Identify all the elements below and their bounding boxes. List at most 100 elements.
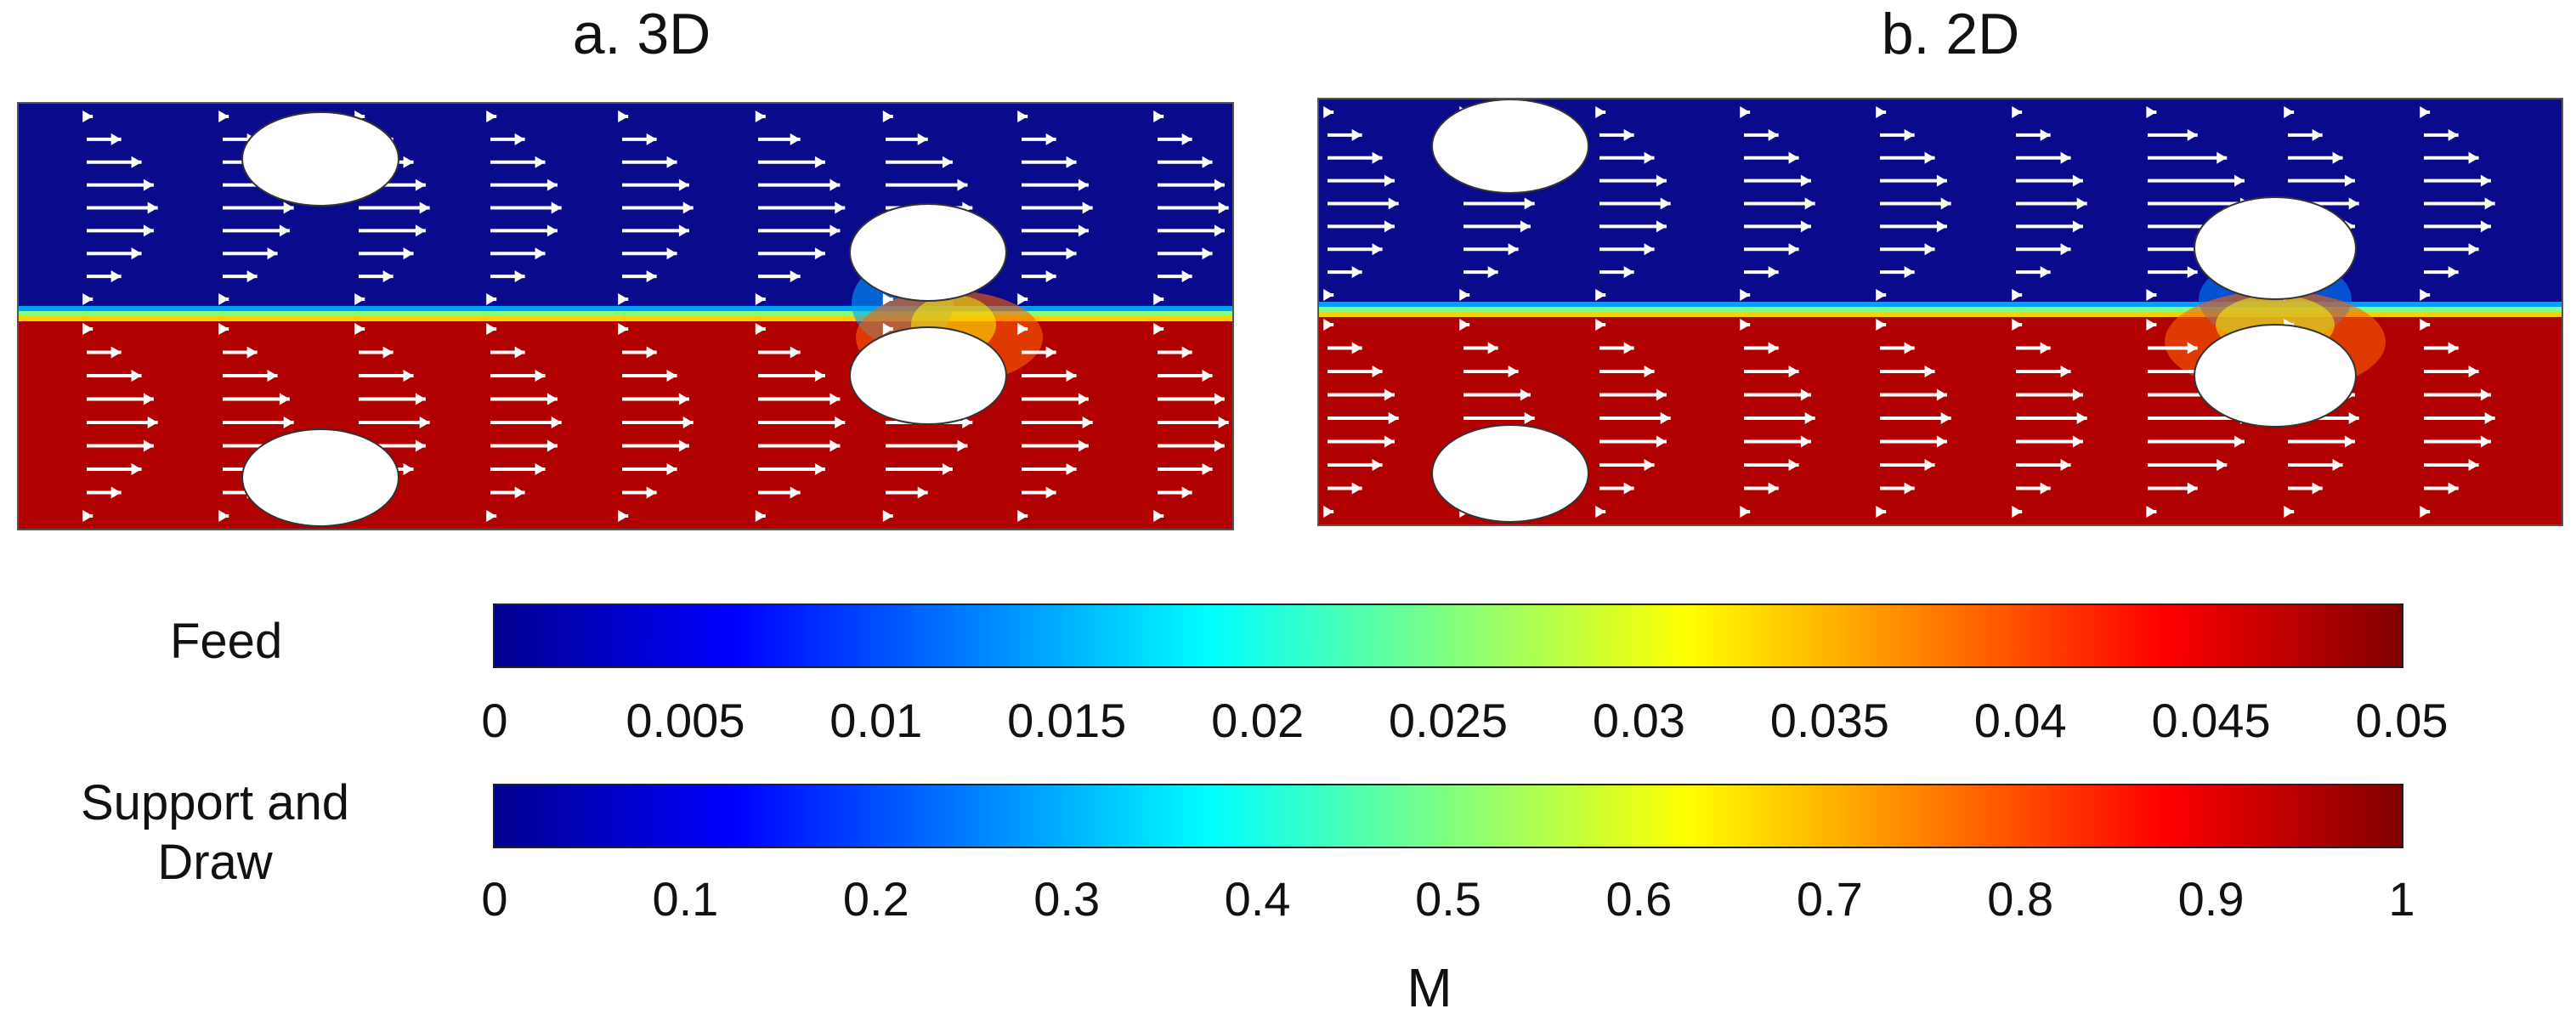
velocity-arrow-head <box>790 133 801 145</box>
velocity-arrow-head <box>1800 220 1811 233</box>
velocity-arrow-head <box>1656 220 1667 233</box>
velocity-arrow-head <box>403 156 414 168</box>
velocity-arrow-head <box>2072 435 2083 448</box>
velocity-arrow-head <box>2284 106 2295 118</box>
velocity-arrow-head <box>131 463 142 475</box>
velocity-arrow-head <box>2012 506 2023 518</box>
velocity-arrow-head <box>2012 106 2023 118</box>
velocity-arrow-head <box>147 416 158 428</box>
velocity-arrow-head <box>1487 266 1498 279</box>
velocity-arrow-head <box>682 416 694 428</box>
velocity-arrow-head <box>1656 174 1667 187</box>
velocity-arrow-head <box>1045 270 1056 283</box>
velocity-arrow-head <box>682 201 694 214</box>
velocity-arrow-head <box>535 370 546 382</box>
velocity-arrow-head <box>1644 459 1655 471</box>
velocity-arrow-head <box>415 224 426 237</box>
velocity-arrow-head <box>814 463 825 475</box>
velocity-arrow-head <box>283 416 294 428</box>
spacer-filament <box>849 326 1007 425</box>
velocity-arrow-head <box>1078 224 1089 237</box>
velocity-arrow-head <box>2060 366 2071 377</box>
spacer-filament <box>241 428 399 527</box>
velocity-arrow-head <box>882 510 893 522</box>
velocity-arrow-head <box>917 486 928 499</box>
velocity-arrow-head <box>957 439 968 452</box>
velocity-arrow-head <box>382 346 393 359</box>
velocity-arrow-head <box>2484 197 2495 210</box>
velocity-arrow-head <box>1202 463 1213 475</box>
colorbar-tick-label: 0.05 <box>2355 694 2449 747</box>
velocity-arrow-head <box>1788 151 1799 164</box>
velocity-arrow-head <box>829 439 841 452</box>
velocity-arrow-head <box>1384 220 1395 233</box>
velocity-arrow-head <box>82 110 93 122</box>
velocity-arrow-head <box>218 110 229 122</box>
velocity-arrow-head <box>110 486 122 499</box>
velocity-arrow-head <box>1078 393 1089 405</box>
velocity-arrow-head <box>143 224 154 237</box>
velocity-arrow-head <box>1876 106 1887 118</box>
velocity-arrow-head <box>131 156 142 168</box>
velocity-arrow-head <box>486 110 497 122</box>
velocity-arrow-head <box>1017 110 1028 122</box>
velocity-arrow-head <box>2233 435 2245 448</box>
velocity-arrow-head <box>415 178 426 191</box>
velocity-arrow-head <box>1384 435 1395 448</box>
velocity-arrow-head <box>415 393 426 405</box>
velocity-arrow-head <box>957 178 968 191</box>
colorbar-tick-label: 0.6 <box>1605 872 1673 926</box>
velocity-arrow-head <box>382 270 393 283</box>
velocity-arrow-head <box>814 370 825 382</box>
colorbar-tick-label: 0 <box>481 872 508 926</box>
velocity-arrow-head <box>546 178 558 191</box>
velocity-arrow-head <box>143 393 154 405</box>
colorbar-tick-label: 0.5 <box>1415 872 1481 926</box>
velocity-arrow-head <box>1351 266 1362 279</box>
unit-label: M <box>1407 957 1452 1018</box>
velocity-arrow-head <box>1153 510 1164 522</box>
velocity-arrow-head <box>646 486 657 499</box>
velocity-arrow-head <box>283 201 294 214</box>
velocity-arrow-head <box>131 370 142 382</box>
velocity-arrow-head <box>1904 342 1915 354</box>
velocity-arrow-head <box>755 510 766 522</box>
velocity-arrow-head <box>1459 289 1470 301</box>
velocity-arrow-head <box>1078 439 1089 452</box>
velocity-arrow-head <box>882 323 893 335</box>
velocity-arrow-head <box>2187 482 2198 495</box>
velocity-arrow-head <box>1045 133 1056 145</box>
velocity-arrow-head <box>486 293 497 305</box>
velocity-arrow-head <box>354 323 365 335</box>
spacer-filament <box>849 203 1007 302</box>
velocity-arrow-head <box>1904 266 1915 279</box>
velocity-arrow-head <box>666 247 677 260</box>
velocity-arrow-head <box>2072 388 2083 401</box>
velocity-arrow-head <box>1487 342 1498 354</box>
velocity-arrow-head <box>1740 289 1751 301</box>
velocity-arrow-head <box>514 133 525 145</box>
velocity-arrow-head <box>2468 151 2479 164</box>
colorbar-tick-label: 0.005 <box>626 694 745 747</box>
velocity-arrow-head <box>1153 323 1164 335</box>
velocity-arrow-head <box>2480 388 2491 401</box>
velocity-arrow-head <box>1623 482 1634 495</box>
velocity-arrow-head <box>1045 486 1056 499</box>
velocity-arrow-head <box>2480 220 2491 233</box>
velocity-arrow-head <box>678 439 689 452</box>
velocity-arrow-head <box>551 201 562 214</box>
velocity-arrow-head <box>1323 506 1334 518</box>
velocity-arrow-head <box>1940 412 1951 424</box>
velocity-arrow-head <box>110 270 122 283</box>
velocity-arrow-head <box>2468 459 2479 471</box>
velocity-arrow-head <box>1384 388 1395 401</box>
velocity-arrow-head <box>535 463 546 475</box>
velocity-arrow-head <box>1768 342 1779 354</box>
spacer-filament <box>2194 324 2357 428</box>
velocity-arrow-head <box>1153 293 1164 305</box>
velocity-arrow-head <box>942 156 953 168</box>
colorbar-tick-label: 0.04 <box>1973 694 2067 747</box>
velocity-arrow-head <box>354 293 365 305</box>
velocity-arrow-head <box>1181 270 1192 283</box>
velocity-arrow-head <box>882 293 893 305</box>
